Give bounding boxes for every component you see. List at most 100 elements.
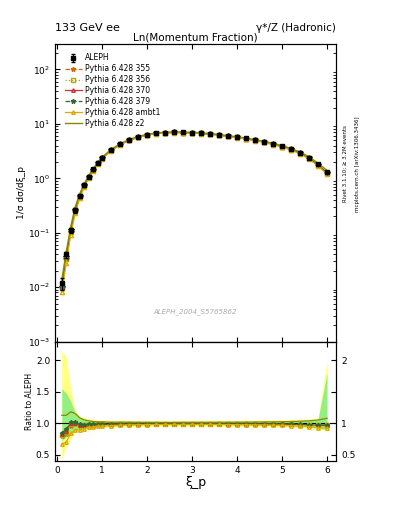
Pythia 6.428 ambt1 [95,161,100,167]
Pythia 6.428 355 [145,132,150,138]
Pythia 6.428 356 [271,141,275,147]
Pythia 6.428 379 [64,254,69,260]
Pythia 6.428 z2 [235,134,239,140]
Pythia 6.428 379 [244,136,248,142]
Pythia 6.428 379 [217,132,222,138]
Pythia 6.428 370 [95,160,100,166]
Pythia 6.428 370 [64,254,69,261]
Pythia 6.428 356 [154,131,158,137]
Pythia 6.428 355 [217,132,222,138]
Pythia 6.428 370 [208,131,213,137]
Pythia 6.428 ambt1 [244,136,248,142]
Pythia 6.428 ambt1 [91,167,95,174]
Pythia 6.428 355 [253,137,257,143]
Pythia 6.428 z2 [181,129,185,135]
Pythia 6.428 370 [244,136,248,142]
Pythia 6.428 379 [91,166,95,173]
Pythia 6.428 370 [73,207,77,213]
Pythia 6.428 z2 [73,204,77,210]
Pythia 6.428 z2 [316,160,320,166]
Pythia 6.428 ambt1 [127,137,132,143]
Pythia 6.428 ambt1 [253,138,257,144]
Pythia 6.428 379 [82,182,86,188]
Pythia 6.428 379 [253,137,257,143]
Pythia 6.428 355 [100,155,105,161]
Pythia 6.428 356 [118,141,123,147]
Pythia 6.428 355 [280,143,285,150]
Pythia 6.428 370 [109,147,114,153]
Pythia 6.428 356 [82,182,86,188]
Pythia 6.428 379 [95,160,100,166]
Pythia 6.428 379 [154,131,158,137]
Y-axis label: Ratio to ALEPH: Ratio to ALEPH [26,373,35,430]
Pythia 6.428 370 [325,170,329,176]
Pythia 6.428 z2 [325,167,329,174]
Pythia 6.428 370 [226,133,230,139]
Pythia 6.428 379 [77,193,82,199]
Pythia 6.428 ambt1 [86,175,91,181]
Pythia 6.428 z2 [280,142,285,148]
Pythia 6.428 370 [127,137,132,143]
Pythia 6.428 z2 [208,131,213,137]
Pythia 6.428 379 [271,141,275,147]
Pythia 6.428 370 [262,139,266,145]
Pythia 6.428 370 [190,130,195,136]
Pythia 6.428 370 [289,146,294,153]
Pythia 6.428 356 [86,174,91,180]
Pythia 6.428 z2 [82,181,86,187]
Pythia 6.428 379 [172,130,176,136]
Pythia 6.428 370 [136,134,141,140]
Pythia 6.428 ambt1 [316,163,320,169]
Pythia 6.428 z2 [226,133,230,139]
Pythia 6.428 ambt1 [181,130,185,136]
Pythia 6.428 379 [298,150,302,156]
Pythia 6.428 355 [307,155,311,161]
Pythia 6.428 370 [86,174,91,180]
Pythia 6.428 ambt1 [262,139,266,145]
Pythia 6.428 z2 [136,134,141,140]
Pythia 6.428 356 [280,143,285,150]
Text: mcplots.cern.ch [arXiv:1306.3436]: mcplots.cern.ch [arXiv:1306.3436] [355,116,360,211]
Pythia 6.428 ambt1 [100,156,105,162]
Pythia 6.428 379 [136,134,141,140]
Pythia 6.428 370 [77,193,82,199]
Pythia 6.428 ambt1 [307,156,311,162]
Pythia 6.428 356 [73,207,77,213]
Pythia 6.428 355 [59,285,64,291]
Pythia 6.428 356 [307,155,311,161]
Pythia 6.428 ambt1 [136,134,141,140]
Pythia 6.428 355 [271,141,275,147]
Pythia 6.428 370 [316,162,320,168]
Pythia 6.428 z2 [172,129,176,135]
Pythia 6.428 ambt1 [172,130,176,136]
Pythia 6.428 356 [127,137,132,143]
Pythia 6.428 370 [307,155,311,161]
X-axis label: ξ_p: ξ_p [185,476,206,489]
Pythia 6.428 355 [172,130,176,136]
Pythia 6.428 356 [172,130,176,136]
Pythia 6.428 356 [100,155,105,161]
Pythia 6.428 z2 [307,154,311,160]
Pythia 6.428 379 [316,162,320,168]
Pythia 6.428 370 [145,132,150,138]
Pythia 6.428 355 [136,134,141,140]
Pythia 6.428 370 [59,284,64,290]
Pythia 6.428 356 [289,146,294,153]
Pythia 6.428 379 [325,170,329,176]
Pythia 6.428 z2 [100,154,105,160]
Pythia 6.428 370 [91,166,95,173]
Pythia 6.428 ambt1 [190,130,195,136]
Pythia 6.428 370 [172,130,176,136]
Pythia 6.428 355 [77,194,82,200]
Pythia 6.428 ambt1 [280,144,285,150]
Text: γ*/Z (Hadronic): γ*/Z (Hadronic) [256,23,336,33]
Pythia 6.428 355 [127,137,132,143]
Pythia 6.428 379 [226,133,230,139]
Pythia 6.428 379 [190,130,195,136]
Pythia 6.428 ambt1 [217,132,222,138]
Pythia 6.428 z2 [217,132,222,138]
Pythia 6.428 379 [145,132,150,138]
Pythia 6.428 355 [154,131,158,137]
Pythia 6.428 355 [190,130,195,136]
Pythia 6.428 z2 [199,130,204,136]
